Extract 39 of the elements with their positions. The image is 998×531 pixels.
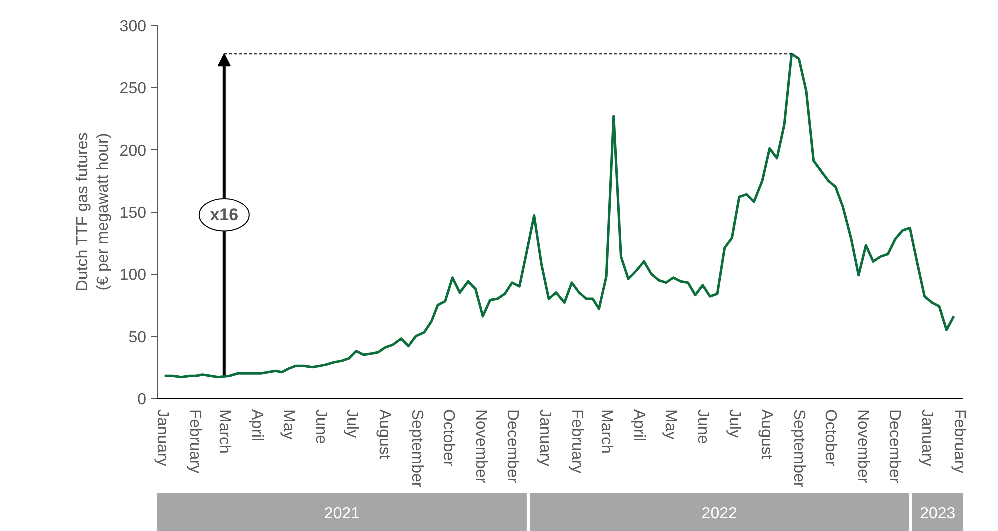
x-tick-label: April (630, 410, 648, 442)
x-tick-label: March (216, 410, 233, 454)
x-tick-label: October (440, 410, 457, 468)
x-tick-label: June (312, 410, 330, 444)
x-tick-label: September (790, 410, 808, 488)
x-tick-label: November (472, 410, 490, 484)
text: 2023 (920, 506, 956, 522)
x-tick-label: February (186, 410, 204, 474)
line-series (164, 52, 956, 379)
x-tick-label: January (154, 410, 172, 466)
y-tick-label: 0 (138, 392, 147, 408)
x-tick-label: February (950, 410, 968, 474)
x-tick-label: December (504, 410, 521, 484)
y-tick-label: 250 (120, 80, 147, 98)
x-tick-label: July (726, 410, 743, 438)
x-tick-label: June (694, 410, 712, 444)
y-tick-label: 100 (120, 267, 147, 284)
x-tick-label: January (918, 410, 936, 466)
x-tick-label: August (758, 410, 776, 460)
y-tick-label: 300 (120, 18, 147, 36)
y-tick-label: 200 (120, 142, 147, 160)
x-tick-label: August (376, 410, 394, 460)
y-axis-title: Dutch TTF gas futures (€ per megawatt hour) (74, 132, 112, 292)
annotation: x16 (210, 206, 239, 225)
y-tick-label: 150 (120, 205, 147, 222)
x-tick-label: December (886, 410, 903, 484)
text: 2022 (702, 506, 738, 522)
x-tick-label: November (854, 410, 872, 484)
x-tick-label: April (248, 410, 266, 442)
x-tick-label: May (280, 410, 297, 440)
x-tick-label: May (662, 410, 679, 440)
text: 2021 (324, 506, 360, 522)
x-tick-label: February (568, 410, 586, 474)
x-tick-label: March (598, 410, 616, 454)
x-tick-label: September (408, 410, 426, 488)
x-tick-label: January (536, 410, 554, 466)
x-tick-label: July (344, 410, 361, 438)
y-tick-label: 50 (128, 329, 147, 346)
x-tick-label: October (822, 410, 840, 468)
